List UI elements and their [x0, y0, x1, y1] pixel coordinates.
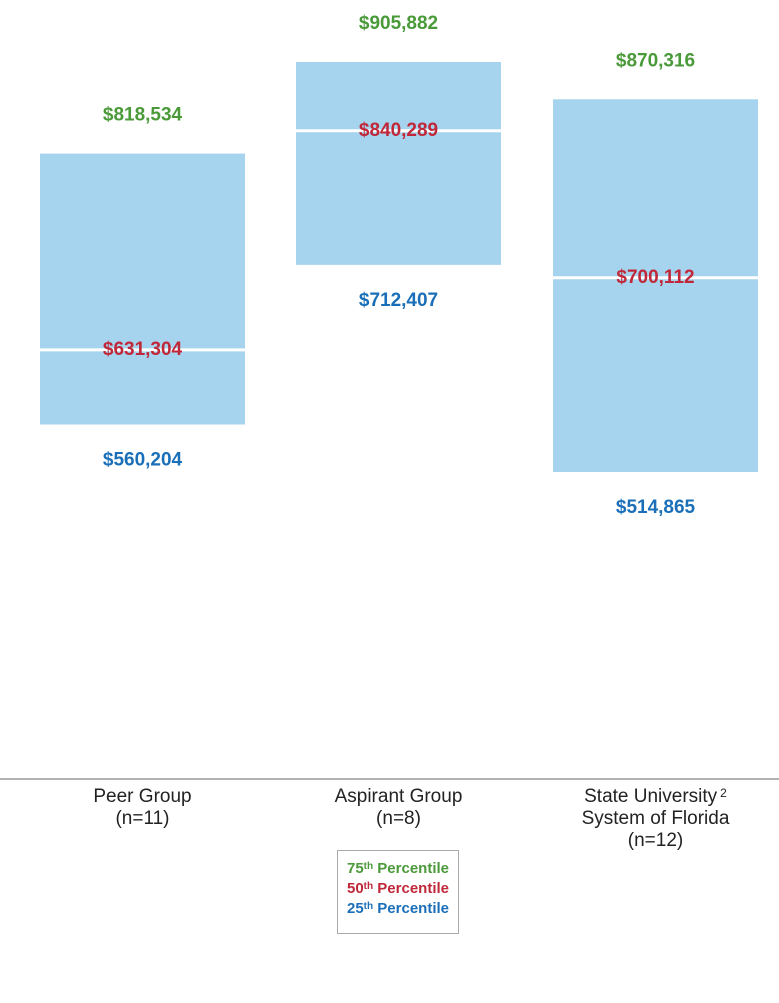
- value-label: $631,304: [103, 339, 183, 360]
- category-text: State University 2 System of Florida (n=1…: [581, 786, 730, 851]
- category-text: Peer Group (n=11): [93, 786, 192, 829]
- category-label: Aspirant Group (n=8): [289, 786, 509, 830]
- range-bar: [40, 153, 245, 425]
- value-label: $905,882: [359, 13, 438, 34]
- value-label: $870,316: [616, 50, 695, 71]
- category-text: Aspirant Group (n=8): [334, 786, 463, 829]
- legend-entry: 50th Percentile: [346, 880, 449, 897]
- value-label: $700,112: [616, 267, 694, 288]
- legend-entry: 25th Percentile: [346, 900, 449, 917]
- category-label: State University 2 System of Florida (n=1…: [546, 786, 766, 852]
- value-label: $514,865: [616, 497, 696, 518]
- value-label: $840,289: [359, 120, 438, 141]
- category-label: Peer Group (n=11): [33, 786, 253, 830]
- legend-entry: 75th Percentile: [346, 860, 449, 877]
- value-label: $818,534: [103, 105, 183, 126]
- value-label: $712,407: [359, 290, 438, 311]
- value-label: $560,204: [103, 449, 183, 470]
- range-bar: [296, 62, 501, 265]
- footnote-mark: 2: [720, 786, 727, 800]
- range-bar: [553, 99, 758, 472]
- legend: 75th Percentile 50th Percentile 25th Perce…: [337, 850, 459, 934]
